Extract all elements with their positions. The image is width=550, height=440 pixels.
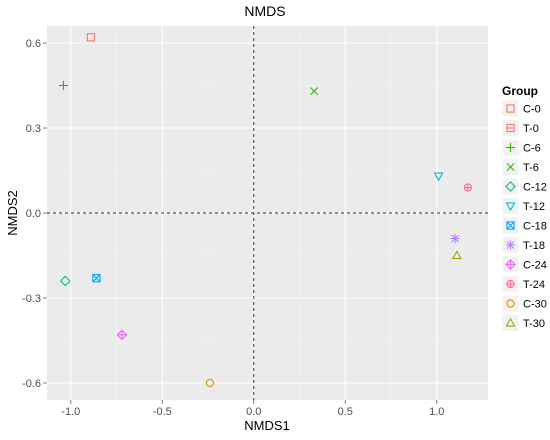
- x-axis-ticks: -1.0 -0.5 0.0 0.5 1.0: [61, 400, 444, 418]
- reference-lines: [47, 26, 488, 400]
- legend-key-marker: [505, 317, 516, 327]
- legend-item-t-30: T-30: [501, 314, 545, 332]
- data-point-t-18: [450, 233, 460, 244]
- marker-circle: [205, 378, 215, 388]
- marker-square: [86, 33, 96, 42]
- legend-key-marker: [506, 279, 515, 289]
- legend-item-t-18: T-18: [501, 236, 545, 254]
- legend-key-background: [501, 177, 520, 196]
- x-axis-label: NMDS1: [244, 418, 290, 433]
- legend: Group C-0 T-0 C-6 T-6 C-12 T-12 C-18 T-18 C-24 T-…: [501, 84, 547, 332]
- legend-item-c-6: C-6: [501, 138, 541, 157]
- legend-key-background: [501, 99, 520, 118]
- legend-item-c-24: C-24: [501, 255, 547, 274]
- data-point-c-18: [92, 274, 101, 283]
- marker-diamond: [505, 181, 516, 192]
- legend-label: C-18: [523, 221, 547, 233]
- legend-item-t-24: T-24: [501, 275, 545, 293]
- y-tick-label: 0.6: [26, 38, 41, 50]
- legend-key-background: [501, 314, 520, 332]
- legend-label: C-12: [523, 182, 547, 194]
- marker-circle: [506, 299, 515, 308]
- legend-label: T-0: [523, 123, 539, 135]
- data-point-c-6: [58, 80, 69, 91]
- marker-stroke: [506, 163, 515, 171]
- legend-label: T-24: [523, 279, 545, 291]
- marker-square: [506, 104, 515, 113]
- data-point-c-30: [205, 378, 215, 388]
- marker-triangle: [505, 202, 516, 212]
- legend-key-marker: [505, 202, 516, 212]
- legend-key-marker: [506, 123, 515, 133]
- x-tick-label: 1.0: [429, 406, 444, 418]
- marker-stroke: [92, 274, 101, 283]
- legend-item-c-0: C-0: [501, 99, 541, 118]
- marker-square: [92, 274, 101, 283]
- x-tick-label: 0.5: [338, 406, 353, 418]
- legend-label: C-0: [523, 104, 541, 116]
- data-point-c-12: [59, 275, 71, 287]
- marker-stroke: [310, 87, 319, 96]
- legend-key-marker: [506, 104, 515, 113]
- y-tick-label: 0.3: [26, 123, 41, 135]
- legend-label: C-30: [523, 299, 547, 311]
- legend-key-marker: [505, 181, 516, 192]
- legend-label: T-30: [523, 318, 545, 330]
- data-point-t-12: [433, 172, 444, 182]
- data-point-t-24: [463, 183, 473, 192]
- legend-key-background: [501, 197, 520, 215]
- data-point-c-24: [116, 329, 128, 341]
- x-tick-label: 0.0: [246, 406, 261, 418]
- legend-label: T-18: [523, 240, 545, 252]
- legend-item-c-18: C-18: [501, 216, 547, 235]
- marker-triangle: [433, 172, 444, 182]
- marker-diamond: [59, 275, 71, 287]
- legend-item-t-6: T-6: [501, 158, 539, 176]
- legend-key-marker: [505, 142, 516, 153]
- y-tick-label: 0.0: [26, 208, 41, 220]
- data-point-t-30: [451, 250, 462, 260]
- legend-key-marker: [506, 163, 515, 171]
- data-points: [58, 33, 473, 388]
- legend-item-c-12: C-12: [501, 177, 547, 196]
- legend-key-background: [501, 294, 520, 313]
- marker-square: [506, 221, 515, 230]
- data-point-c-0: [86, 33, 96, 42]
- legend-label: T-12: [523, 201, 545, 213]
- legend-key-marker: [505, 259, 516, 270]
- marker-triangle: [505, 317, 516, 327]
- x-tick-label: -1.0: [61, 406, 80, 418]
- legend-key-marker: [506, 221, 515, 230]
- legend-item-c-30: C-30: [501, 294, 547, 313]
- legend-key-marker: [506, 299, 515, 308]
- legend-item-t-0: T-0: [501, 119, 539, 137]
- legend-label: T-6: [523, 162, 539, 174]
- legend-key-marker: [505, 240, 516, 250]
- legend-label: C-24: [523, 260, 547, 272]
- data-point-t-6: [310, 87, 319, 96]
- y-axis-ticks: -0.6 -0.3 0.0 0.3 0.6: [22, 38, 47, 390]
- legend-item-t-12: T-12: [501, 197, 545, 215]
- marker-triangle: [451, 250, 462, 260]
- legend-label: C-6: [523, 143, 541, 155]
- y-axis-label: NMDS2: [5, 190, 20, 236]
- chart-title: NMDS: [244, 3, 285, 19]
- legend-title: Group: [502, 84, 538, 98]
- x-tick-label: -0.5: [153, 406, 172, 418]
- y-tick-label: -0.3: [22, 293, 41, 305]
- marker-stroke: [506, 221, 515, 230]
- y-tick-label: -0.6: [22, 378, 41, 390]
